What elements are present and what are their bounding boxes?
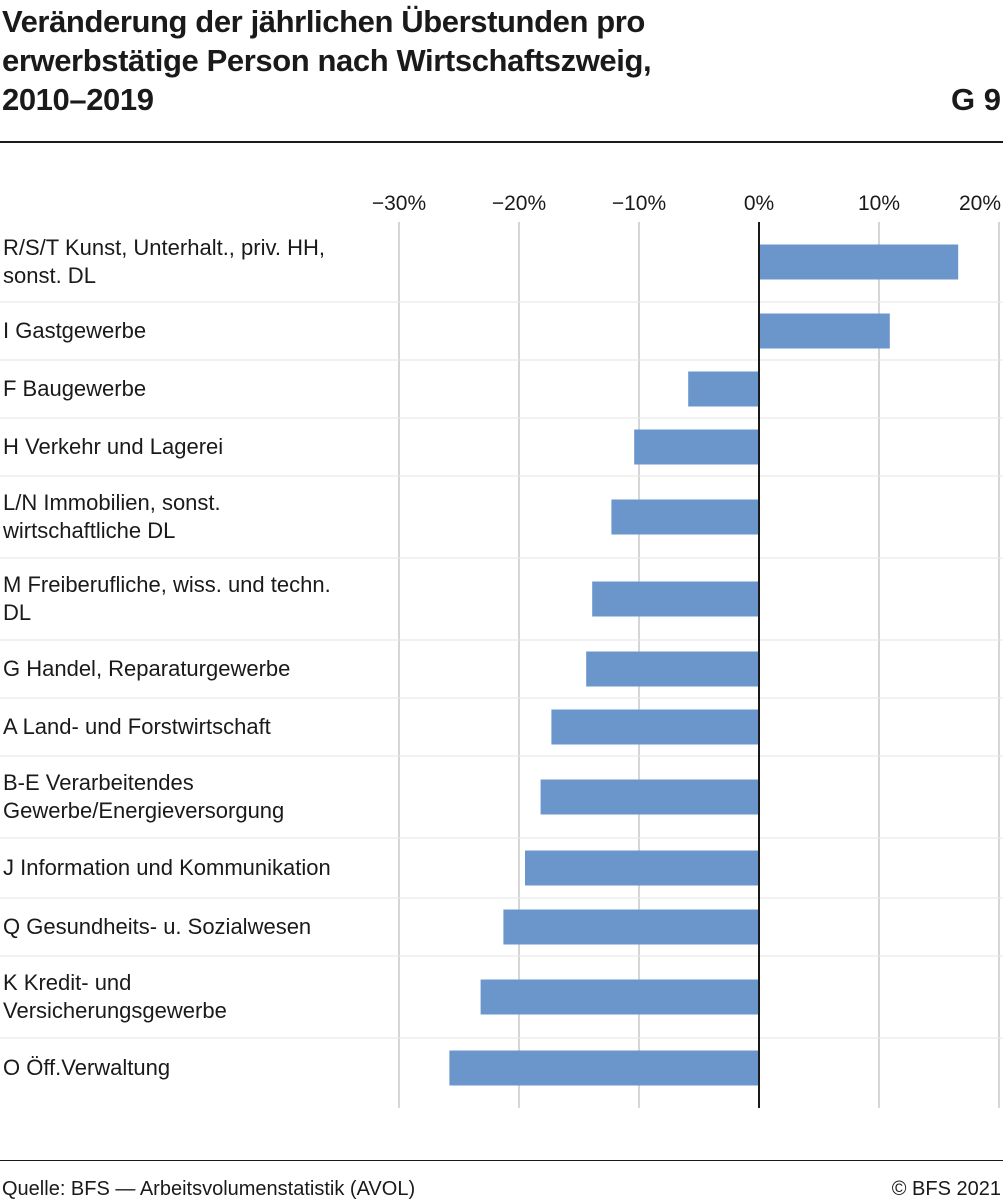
chart-title-line: Veränderung der jährlichen Überstunden p… [2,4,645,39]
bar [503,909,759,945]
category-label: R/S/T Kunst, Unterhalt., priv. HH, [3,235,325,260]
chart-title-line: 2010–2019 [2,82,154,117]
category-label: wirtschaftliche DL [2,518,175,543]
x-tick-label: −30% [372,192,426,215]
x-tick-label: −10% [612,192,666,215]
category-label: Gewerbe/Energieversorgung [3,798,284,823]
footer-rule [0,1160,1003,1161]
bar [592,581,759,617]
category-label: J Information und Kommunikation [3,855,331,880]
source-note: Quelle: BFS — Arbeitsvolumenstatistik (A… [2,1178,416,1200]
bar [480,979,759,1015]
category-label: sonst. DL [3,263,96,288]
category-label: Q Gesundheits- u. Sozialwesen [3,914,311,939]
category-label: M Freiberufliche, wiss. und techn. [3,572,331,597]
bar [759,244,959,280]
category-label: O Öff.Verwaltung [3,1055,170,1080]
bar [525,850,759,886]
chart-title-line: erwerbstätige Person nach Wirtschaftszwe… [2,43,652,78]
copyright-note: © BFS 2021 [891,1178,1001,1200]
bar [611,499,759,535]
category-label: B-E Verarbeitendes [3,770,194,795]
bar [586,651,759,687]
bar [551,709,759,745]
category-label: I Gastgewerbe [3,318,146,343]
chart-title: Veränderung der jährlichen Überstunden p… [2,2,902,119]
x-tick-label: 0% [744,192,774,215]
category-label: F Baugewerbe [3,376,146,401]
bar [540,779,759,815]
bar [759,313,890,349]
bar [449,1050,759,1086]
bar [634,429,759,465]
category-label: G Handel, Reparaturgewerbe [3,656,290,681]
category-label: A Land- und Forstwirtschaft [3,714,271,739]
category-label: K Kredit- und [3,970,131,995]
x-tick-label: 10% [858,192,900,215]
bar-chart: −30% −20% −10% 0% 10% 20% R/S/T Kunst, Unterha… [0,192,1003,1108]
figure-number: G 9 [951,82,1001,117]
category-label: L/N Immobilien, sonst. [3,490,221,515]
x-tick-label: 20% [959,192,1001,215]
header-rule [0,141,1003,143]
category-label: DL [3,600,31,625]
bar [688,371,759,407]
category-label: Versicherungsgewerbe [3,998,227,1023]
category-label: H Verkehr und Lagerei [3,434,223,459]
x-tick-label: −20% [492,192,546,215]
